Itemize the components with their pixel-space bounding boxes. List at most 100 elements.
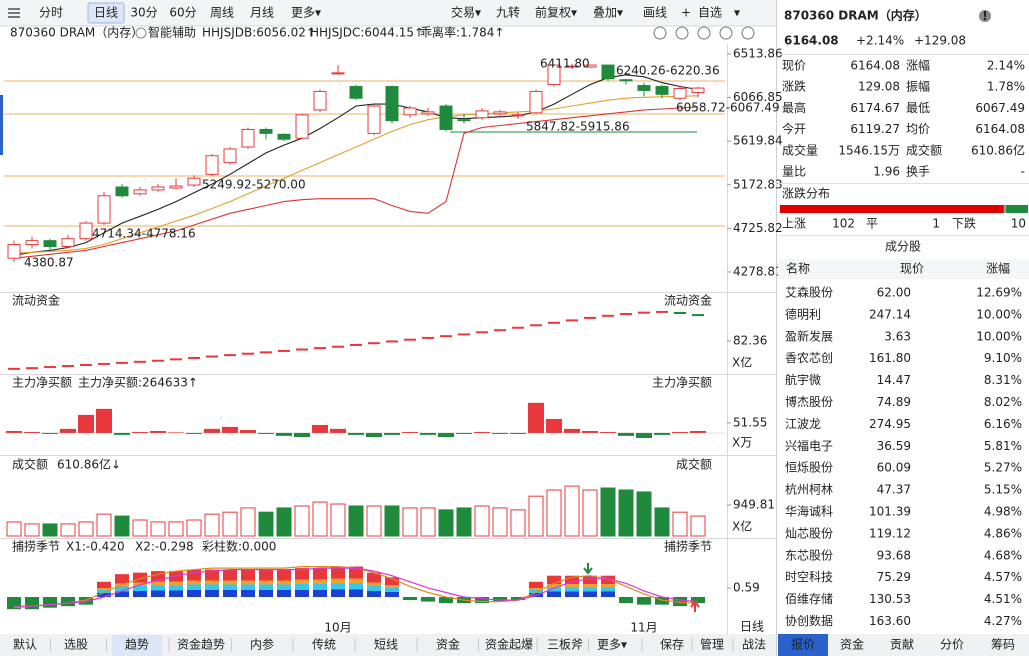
season-bar [61, 597, 75, 607]
indicator-line [13, 95, 699, 254]
toolbar-tab[interactable]: 周线 [210, 6, 234, 20]
volume-bar [582, 489, 598, 537]
stock-name[interactable]: 艾森股份 [785, 285, 833, 300]
right-tab[interactable]: 筹码 [991, 638, 1015, 652]
tool-icon[interactable] [741, 26, 755, 40]
assist-icon [135, 27, 147, 39]
stock-name[interactable]: 航宇微 [785, 372, 821, 387]
bottom-tab[interactable]: 保存 [660, 638, 684, 652]
right-tab[interactable]: 报价 [791, 637, 815, 652]
stock-name[interactable]: 兴福电子 [785, 438, 833, 453]
panel-title-right: 成交额 [676, 457, 712, 472]
stock-name[interactable]: 盈新发展 [785, 328, 833, 343]
panel-title-right: 主力净买额 [652, 376, 712, 390]
stock-price: 130.53 [869, 592, 911, 606]
candle-body [367, 105, 381, 134]
tool-icon[interactable] [675, 26, 689, 40]
stock-name[interactable]: 协创数据 [785, 613, 833, 628]
y-tick-label: 4278.81 [733, 264, 783, 278]
stock-name[interactable]: 杭州柯林 [785, 482, 833, 497]
quote-label: 涨跌 [782, 79, 806, 94]
bottom-tab[interactable]: 管理 [700, 637, 724, 652]
toolbar-tab[interactable]: 月线 [250, 6, 274, 20]
table-header[interactable]: 名称 [786, 261, 810, 276]
legend-entry: HHJSJDC:6044.15↑ [310, 26, 424, 40]
toolbar-button[interactable]: 自选 [698, 6, 722, 20]
bottom-tab[interactable]: 选股 [64, 638, 88, 652]
volume-bar [186, 519, 202, 537]
quote-label: 振幅 [906, 79, 930, 94]
volume-bar [456, 507, 472, 537]
net-buy-bar [492, 432, 508, 434]
right-tab[interactable]: 贡献 [890, 637, 914, 652]
legend-entry: 乖离率:1.784↑ [420, 25, 504, 40]
bottom-tab[interactable]: 趋势 [125, 638, 149, 652]
stock-name[interactable]: 东芯股份 [785, 548, 833, 562]
toolbar-tab[interactable]: 60分 [169, 6, 196, 20]
bottom-tab[interactable]: 内参 [250, 637, 274, 652]
tool-icon[interactable] [653, 26, 667, 40]
bottom-tab[interactable]: 资金 [436, 637, 460, 652]
tool-icon[interactable] [719, 26, 733, 40]
season-bar [367, 572, 381, 598]
stock-change: 9.10% [984, 351, 1022, 365]
table-header[interactable]: 涨幅 [986, 261, 1010, 276]
candle-body [421, 111, 435, 115]
bottom-tab[interactable]: 战法 [742, 638, 766, 652]
menu-icon [8, 12, 20, 14]
indicator-label[interactable]: 智能辅助 [148, 25, 196, 40]
quote-label: 现价 [782, 59, 806, 73]
bottom-tab[interactable]: 默认 [13, 637, 37, 652]
bottom-tab[interactable]: 传统 [312, 637, 336, 652]
bottom-tab[interactable]: 资金趋势 [177, 637, 225, 652]
toolbar-button[interactable]: 交易▾ [451, 5, 481, 20]
toolbar-button[interactable]: 画线 [643, 6, 667, 20]
stock-name[interactable]: 佰维存储 [785, 591, 833, 606]
net-buy-bar [546, 418, 562, 433]
volume-bar [546, 489, 562, 537]
stock-name[interactable]: 灿芯股份 [785, 526, 833, 540]
toolbar-tab[interactable]: 日线 [94, 6, 118, 20]
dist-label: 下跌 [952, 216, 976, 231]
tool-icon[interactable] [697, 26, 711, 40]
x-tick-label: 10月 [324, 621, 351, 635]
bottom-tab[interactable]: 资金起爆 [485, 637, 533, 652]
stock-change: 5.15% [984, 483, 1022, 497]
bottom-tab[interactable]: 短线 [374, 638, 398, 652]
toolbar-tab[interactable]: 30分 [130, 6, 157, 20]
stock-name[interactable]: 博杰股份 [785, 394, 833, 409]
stock-name[interactable]: 恒烁股份 [785, 461, 833, 475]
candle-body [97, 195, 111, 224]
volume-bar [204, 513, 220, 537]
bottom-tab[interactable]: 更多▾ [597, 638, 627, 652]
volume-bar [600, 487, 616, 537]
stock-name[interactable]: 时空科技 [785, 570, 833, 584]
net-buy-bar [132, 431, 148, 433]
unit-label: X万 [732, 436, 752, 450]
toolbar-tab[interactable]: 更多▾ [291, 6, 321, 20]
toolbar-button[interactable]: 九转 [496, 5, 520, 20]
stock-price: 93.68 [877, 548, 911, 562]
toolbar-button[interactable]: ▾ [734, 6, 740, 20]
stock-name[interactable]: 香农芯创 [785, 351, 833, 365]
info-icon[interactable] [979, 10, 991, 22]
stock-name[interactable]: 华海诚科 [785, 504, 833, 519]
net-buy-bar [24, 431, 40, 433]
season-bar [655, 597, 669, 605]
quote-value: 610.86亿 [971, 142, 1025, 157]
right-tab[interactable]: 资金 [840, 637, 864, 652]
stock-change: 4.86% [984, 526, 1022, 540]
right-tab[interactable]: 分价 [940, 638, 964, 652]
candle-body [223, 148, 237, 164]
stock-name[interactable]: 江波龙 [785, 417, 821, 431]
toolbar-button[interactable]: 前复权▾ [535, 5, 577, 20]
bottom-tab[interactable]: 三板斧 [547, 638, 583, 652]
season-bar [583, 575, 597, 598]
candle-body [439, 105, 453, 130]
table-header[interactable]: 现价 [900, 262, 924, 276]
panel-title: 主力净买额 [12, 376, 72, 390]
toolbar-tab[interactable]: 分时 [39, 6, 63, 20]
season-bar [619, 597, 633, 604]
toolbar-button[interactable]: 叠加▾ [593, 6, 623, 20]
stock-name[interactable]: 德明利 [785, 306, 821, 321]
